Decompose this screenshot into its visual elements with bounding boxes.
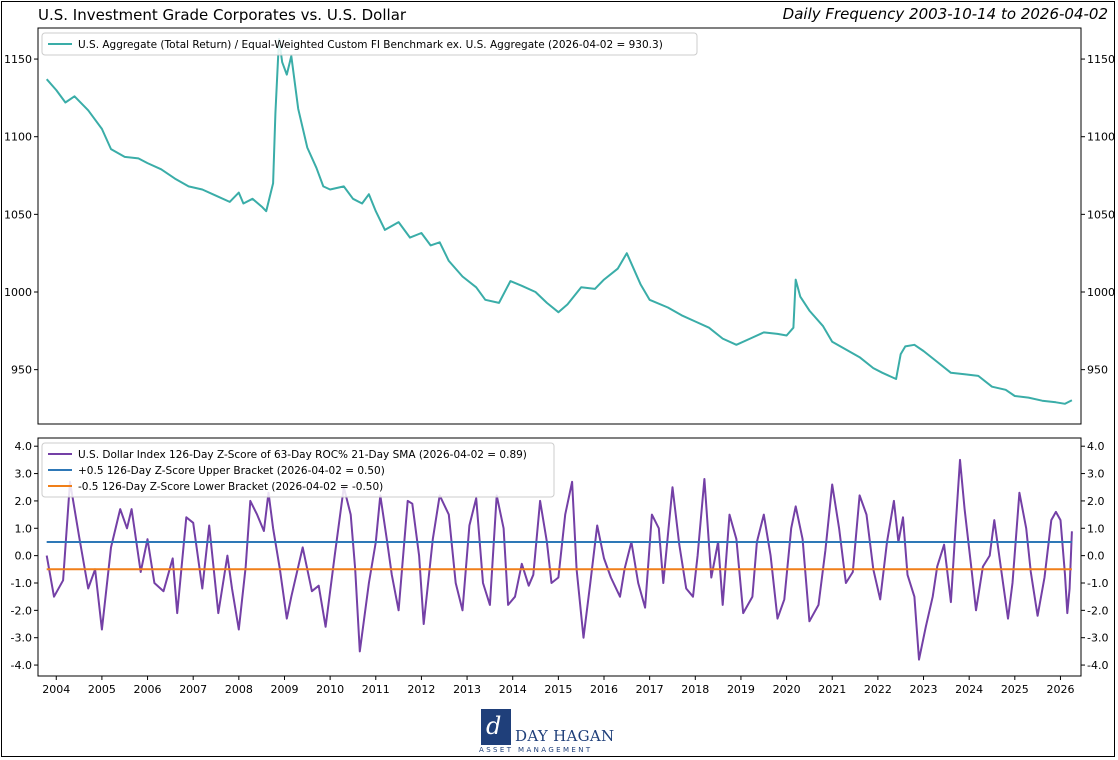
x-tick-label: 2026 <box>1046 683 1074 696</box>
y-tick-label-left: 1000 <box>4 286 32 299</box>
x-tick-label: 2007 <box>179 683 207 696</box>
y-tick-label-right: 1100 <box>1087 131 1115 144</box>
y-tick-label-left: 1050 <box>4 208 32 221</box>
x-tick-label: 2018 <box>681 683 709 696</box>
day-hagan-logo: d DAY HAGAN ASSET MANAGEMENT <box>479 709 614 757</box>
y-tick-label-right: -4.0 <box>1087 659 1108 672</box>
y-tick-label-left: 4.0 <box>15 440 33 453</box>
y-tick-label-right: 0.0 <box>1087 550 1105 563</box>
logo-name: DAY HAGAN <box>515 727 615 745</box>
y-tick-label-right: 1000 <box>1087 286 1115 299</box>
x-tick-label: 2010 <box>316 683 344 696</box>
y-tick-label-left: 1150 <box>4 53 32 66</box>
x-tick-label: 2020 <box>773 683 801 696</box>
y-tick-label-right: 3.0 <box>1087 468 1105 481</box>
chart-date-range: Daily Frequency 2003-10-14 to 2026-04-02 <box>782 5 1108 23</box>
chart-canvas: 950 950 1000 1000 1050 1050 1100 1100 1150 1150 U.… <box>4 27 1115 696</box>
y-tick-label-right: -1.0 <box>1087 577 1108 590</box>
legend-entry-1-0: U.S. Dollar Index 126-Day Z-Score of 63-… <box>78 449 527 461</box>
x-tick-label: 2004 <box>42 683 70 696</box>
y-tick-label-left: -4.0 <box>11 659 32 672</box>
logo-mark-icon: d <box>481 709 511 745</box>
x-tick-label: 2025 <box>1001 683 1029 696</box>
x-tick-label: 2011 <box>362 683 390 696</box>
x-tick-label: 2022 <box>864 683 892 696</box>
x-tick-label: 2006 <box>134 683 162 696</box>
legend-box-1 <box>41 442 555 498</box>
x-tick-label: 2023 <box>910 683 938 696</box>
y-tick-label-right: 2.0 <box>1087 495 1105 508</box>
y-tick-label-right: -2.0 <box>1087 604 1108 617</box>
logo-subtitle: ASSET MANAGEMENT <box>479 746 593 754</box>
y-tick-label-right: -3.0 <box>1087 632 1108 645</box>
y-tick-label-left: 0.0 <box>15 550 33 563</box>
x-tick-label: 2016 <box>590 683 618 696</box>
x-tick-label: 2015 <box>544 683 572 696</box>
y-tick-label-right: 1050 <box>1087 208 1115 221</box>
x-tick-label: 2021 <box>818 683 846 696</box>
x-tick-label: 2017 <box>636 683 664 696</box>
x-tick-label: 2009 <box>270 683 298 696</box>
x-tick-label: 2019 <box>727 683 755 696</box>
x-tick-label: 2014 <box>499 683 527 696</box>
y-tick-label-right: 4.0 <box>1087 440 1105 453</box>
legend-box-0 <box>41 32 698 56</box>
y-tick-label-right: 1.0 <box>1087 522 1105 535</box>
y-tick-label-left: 1100 <box>4 131 32 144</box>
x-tick-label: 2024 <box>955 683 983 696</box>
y-tick-label-left: 3.0 <box>15 468 33 481</box>
y-tick-label-left: 1.0 <box>15 522 33 535</box>
y-tick-label-left: 950 <box>11 364 32 377</box>
y-tick-label-right: 950 <box>1087 364 1108 377</box>
plot-area-0 <box>37 27 1082 425</box>
y-tick-label-left: -3.0 <box>11 632 32 645</box>
y-tick-label-left: 2.0 <box>15 495 33 508</box>
y-tick-label-right: 1150 <box>1087 53 1115 66</box>
legend-entry-1-2: -0.5 126-Day Z-Score Lower Bracket (2026… <box>78 481 383 493</box>
y-tick-label-left: -2.0 <box>11 604 32 617</box>
legend-entry-1-1: +0.5 126-Day Z-Score Upper Bracket (2026… <box>78 465 385 477</box>
y-tick-label-left: -1.0 <box>11 577 32 590</box>
x-tick-label: 2008 <box>225 683 253 696</box>
x-tick-label: 2012 <box>407 683 435 696</box>
series-line-0-0 <box>45 37 1073 405</box>
x-tick-label: 2013 <box>453 683 481 696</box>
legend-entry-0-0: U.S. Aggregate (Total Return) / Equal-We… <box>78 39 663 51</box>
chart-title: U.S. Investment Grade Corporates vs. U.S… <box>38 6 407 24</box>
series-line-1-0 <box>45 458 1073 661</box>
x-tick-label: 2005 <box>88 683 116 696</box>
plot-area-1 <box>37 437 1082 677</box>
